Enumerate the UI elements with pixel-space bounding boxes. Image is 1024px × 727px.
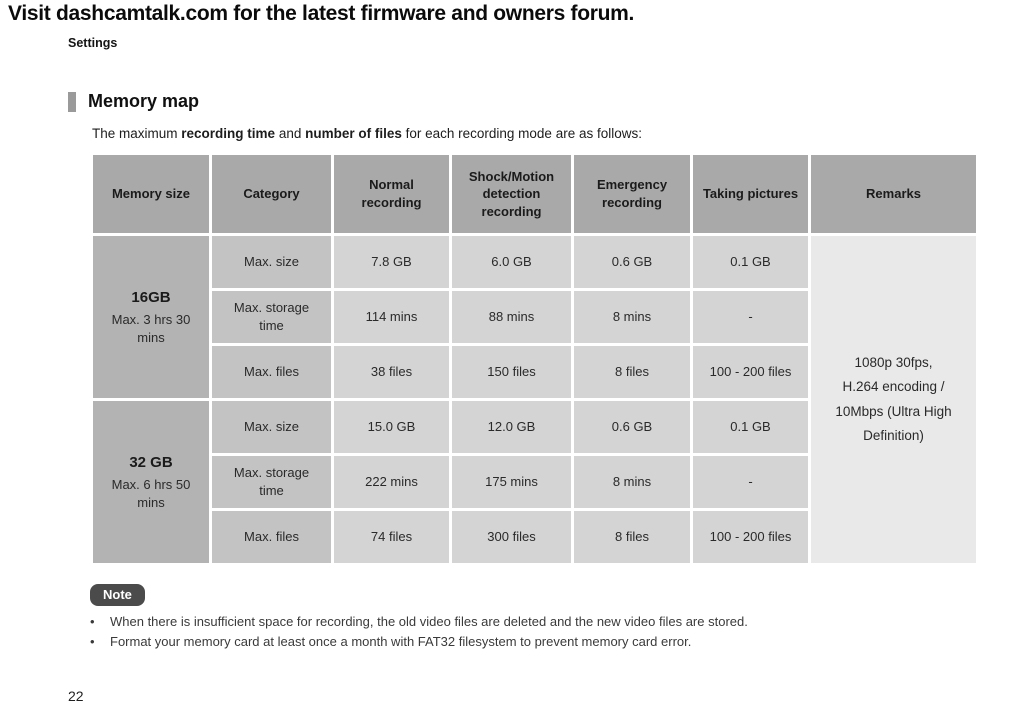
header-cell-normal-recording: Normal recording (334, 155, 449, 233)
data-cell: 150 files (452, 346, 571, 398)
data-cell: 222 mins (334, 456, 449, 508)
header-cell-category: Category (212, 155, 331, 233)
data-cell: 175 mins (452, 456, 571, 508)
data-cell: 88 mins (452, 291, 571, 343)
data-cell: 8 mins (574, 456, 690, 508)
memory-size-cell-32gb: 32 GB Max. 6 hrs 50 mins (93, 401, 209, 563)
category-cell-max-files: Max. files (212, 511, 331, 563)
bullet-icon: • (90, 634, 95, 649)
category-cell-max-storage-time: Max. storage time (212, 456, 331, 508)
data-cell: 0.6 GB (574, 236, 690, 288)
data-cell: 114 mins (334, 291, 449, 343)
data-cell: 100 - 200 files (693, 511, 808, 563)
memory-map-table: Memory size Category Normal recording Sh… (93, 155, 976, 563)
category-cell-max-size: Max. size (212, 236, 331, 288)
page-number: 22 (68, 688, 84, 704)
memory-size-subtitle: Max. 3 hrs 30 mins (111, 312, 191, 345)
data-cell: 0.6 GB (574, 401, 690, 453)
list-item: • When there is insufficient space for r… (90, 612, 748, 632)
memory-size-cell-16gb: 16GB Max. 3 hrs 30 mins (93, 236, 209, 398)
data-cell: 0.1 GB (693, 236, 808, 288)
data-cell: 38 files (334, 346, 449, 398)
intro-suffix: for each recording mode are as follows: (401, 126, 642, 141)
banner-text: Visit dashcamtalk.com for the latest fir… (8, 2, 635, 25)
memory-size-label: 16GB (131, 288, 171, 306)
memory-size-subtitle: Max. 6 hrs 50 mins (111, 477, 191, 510)
data-cell: 100 - 200 files (693, 346, 808, 398)
section-heading: Memory map (68, 91, 199, 112)
heading-bar (68, 91, 76, 112)
category-cell-max-size: Max. size (212, 401, 331, 453)
intro-prefix: The maximum (92, 126, 182, 141)
note-bullet-list: • When there is insufficient space for r… (90, 612, 748, 652)
intro-text: The maximum recording time and number of… (92, 126, 642, 141)
note-bullet-text: Format your memory card at least once a … (110, 634, 692, 649)
header-cell-emergency-recording: Emergency recording (574, 155, 690, 233)
data-cell: 300 files (452, 511, 571, 563)
intro-bold-recording-time: recording time (181, 126, 276, 141)
header-cell-remarks: Remarks (811, 155, 976, 233)
data-cell: 15.0 GB (334, 401, 449, 453)
data-cell: 74 files (334, 511, 449, 563)
remarks-line: H.264 encoding / (842, 379, 945, 395)
data-cell: 0.1 GB (693, 401, 808, 453)
category-cell-max-storage-time: Max. storage time (212, 291, 331, 343)
data-cell: 8 files (574, 511, 690, 563)
remarks-cell: 1080p 30fps, H.264 encoding / 10Mbps (Ul… (811, 236, 976, 563)
data-cell: - (693, 291, 808, 343)
data-cell: 12.0 GB (452, 401, 571, 453)
category-cell-max-files: Max. files (212, 346, 331, 398)
data-cell: 7.8 GB (334, 236, 449, 288)
header-cell-memory-size: Memory size (93, 155, 209, 233)
data-cell: - (693, 456, 808, 508)
remarks-line: 10Mbps (Ultra High (835, 403, 952, 419)
note-badge: Note (90, 584, 145, 606)
remarks-line: Definition) (863, 427, 924, 443)
memory-size-label: 32 GB (129, 453, 173, 471)
header-cell-shock-motion-detection-recording: Shock/Motion detection recording (452, 155, 571, 233)
data-cell: 8 files (574, 346, 690, 398)
page-title: Memory map (88, 91, 200, 111)
remarks-line: 1080p 30fps, (854, 354, 933, 370)
note-bullet-text: When there is insufficient space for rec… (110, 614, 748, 629)
data-cell: 8 mins (574, 291, 690, 343)
breadcrumb-settings: Settings (68, 36, 118, 50)
intro-bold-number-of-files: number of files (305, 126, 402, 141)
list-item: • Format your memory card at least once … (90, 632, 748, 652)
intro-mid: and (275, 126, 306, 141)
data-cell: 6.0 GB (452, 236, 571, 288)
header-cell-taking-pictures: Taking pictures (693, 155, 808, 233)
bullet-icon: • (90, 614, 95, 629)
